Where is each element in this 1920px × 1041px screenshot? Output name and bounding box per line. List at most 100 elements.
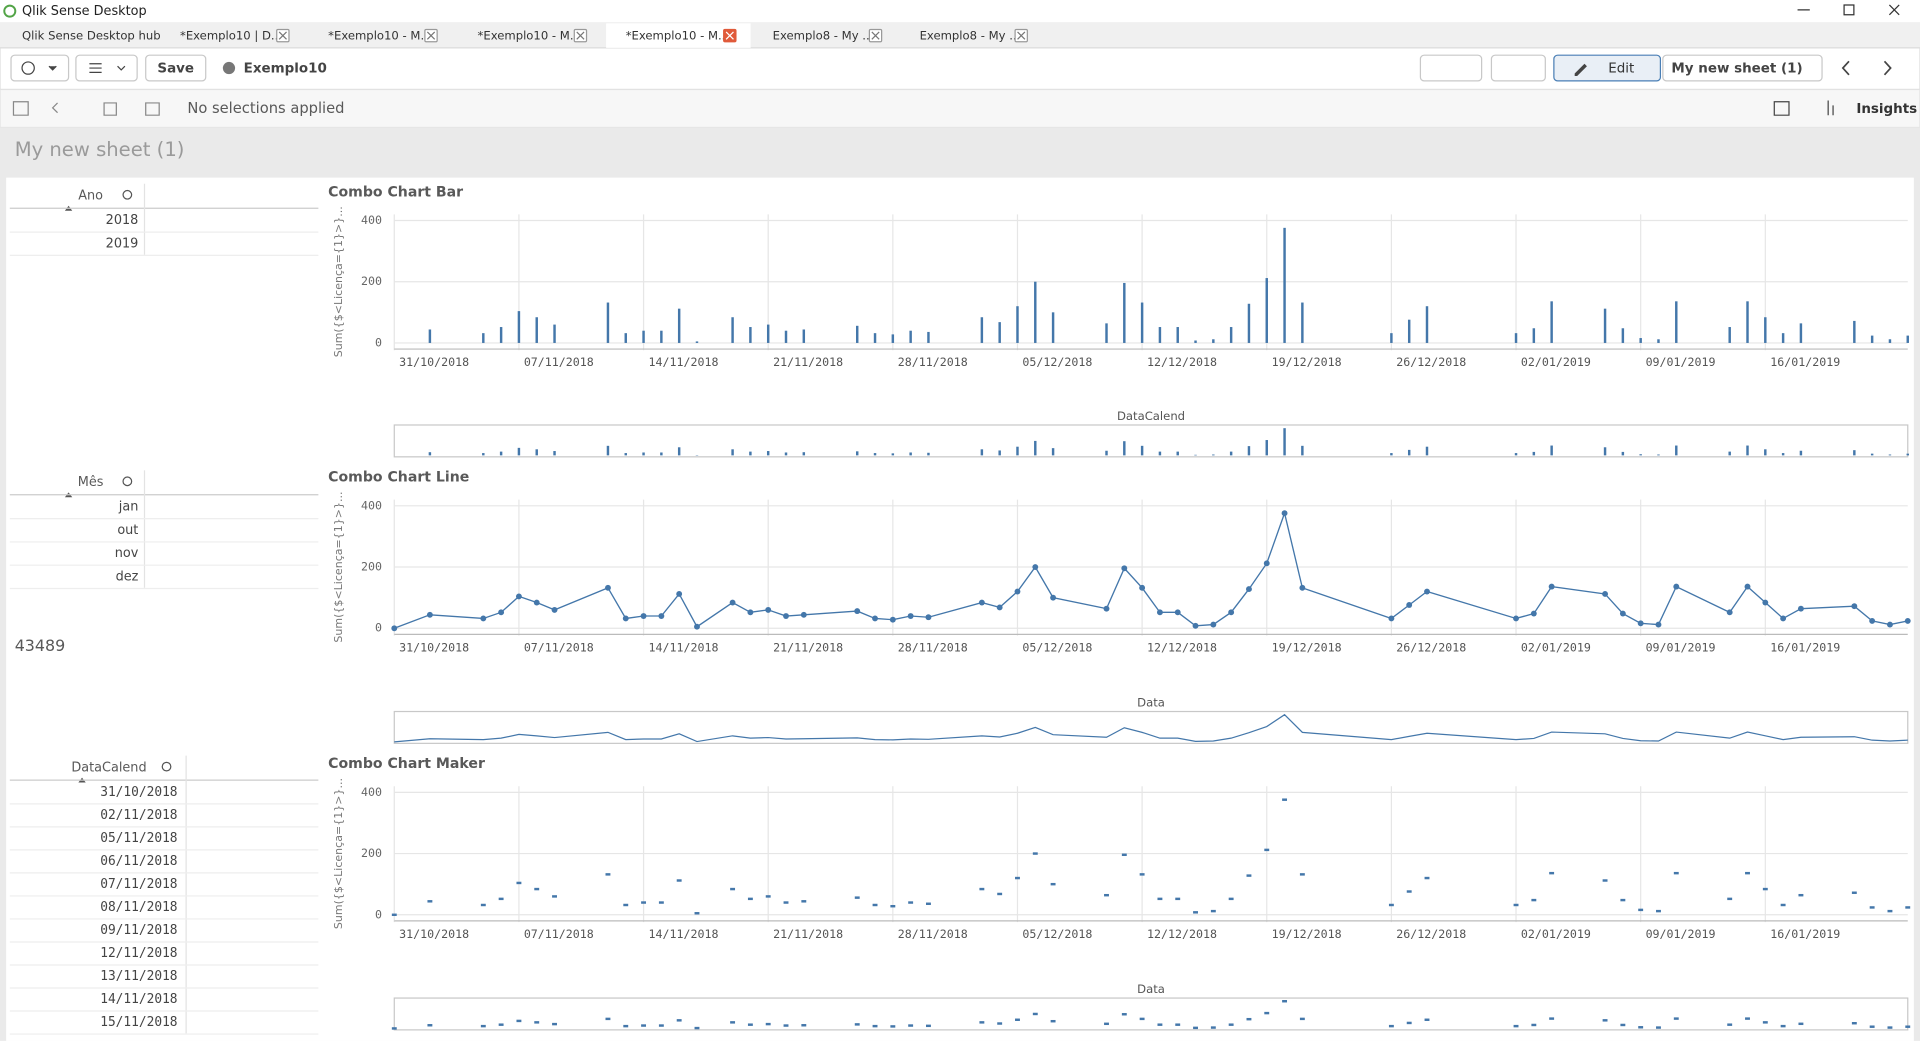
point: [622, 615, 629, 622]
y-tick-label: 0: [375, 335, 382, 349]
filter-item[interactable]: 09/11/2018: [100, 923, 177, 938]
navigator-bar: [1532, 451, 1536, 456]
navigator-marker: [623, 1024, 629, 1028]
marker: [1851, 891, 1857, 894]
navigator-bar: [1621, 451, 1625, 456]
navigator-marker: [1104, 1022, 1109, 1026]
point: [907, 613, 914, 619]
navigator-marker: [516, 1019, 522, 1023]
filter-item[interactable]: 07/11/2018: [100, 877, 177, 892]
marker: [1798, 893, 1804, 897]
x-tick-label: 28/11/2018: [898, 640, 968, 654]
filter-title[interactable]: Ano: [78, 189, 103, 204]
marker: [480, 903, 486, 907]
bar: [1247, 303, 1251, 343]
marker: [1121, 853, 1127, 857]
edit-button[interactable]: [1553, 54, 1662, 82]
x-tick-label: 16/01/2019: [1770, 640, 1840, 654]
navigator-bar: [1781, 453, 1785, 456]
point: [658, 613, 665, 619]
navigator-marker: [1656, 1026, 1661, 1029]
save-label: Save: [157, 62, 194, 77]
point: [1050, 594, 1057, 601]
marker: [623, 903, 629, 907]
navigator-marker: [926, 1024, 931, 1028]
bar: [499, 327, 503, 343]
tab-label[interactable]: *Exemplo10 - M...: [328, 29, 431, 43]
navigator-marker: [1745, 1017, 1750, 1020]
navigator-line: [394, 713, 1908, 743]
point: [1655, 621, 1662, 628]
point: [1424, 588, 1430, 595]
marker: [1193, 911, 1198, 914]
save-button[interactable]: [145, 54, 207, 82]
bar: [1870, 335, 1874, 343]
sheet-selector[interactable]: [1662, 54, 1823, 82]
filter-item[interactable]: 12/11/2018: [100, 946, 177, 961]
point: [1548, 583, 1555, 590]
x-tick-label: 31/10/2018: [399, 355, 469, 369]
filter-item[interactable]: nov: [115, 546, 139, 561]
filter-item[interactable]: 2018: [106, 213, 139, 228]
present-button[interactable]: [1419, 54, 1483, 82]
y-tick-label: 400: [361, 498, 382, 512]
navigator-marker: [1869, 1025, 1875, 1028]
tab-label[interactable]: *Exemplo10 - M...: [478, 29, 581, 43]
navigator-marker: [534, 1021, 540, 1024]
filter-item[interactable]: 14/11/2018: [100, 992, 177, 1007]
sheet-arrows[interactable]: [1841, 60, 1892, 76]
navigator-bar: [1265, 440, 1268, 456]
point: [1406, 602, 1413, 608]
nav-button[interactable]: [10, 54, 70, 82]
window-controls[interactable]: [1797, 4, 1900, 16]
filter-title[interactable]: DataCalend: [71, 760, 146, 775]
navigator-bar: [1301, 445, 1304, 456]
selection-tools[interactable]: [12, 101, 160, 116]
filter-title[interactable]: Mês: [78, 475, 104, 490]
point: [800, 611, 807, 618]
tab-label[interactable]: *Exemplo10 - M...: [626, 29, 729, 43]
bookmark-button[interactable]: [1490, 54, 1546, 82]
navigator[interactable]: [393, 710, 1909, 744]
filter-item[interactable]: 05/11/2018: [100, 831, 177, 846]
tab-label[interactable]: Exemplo8 - My ...: [773, 29, 874, 43]
navigator[interactable]: [393, 997, 1909, 1031]
x-tick-label: 09/01/2019: [1646, 927, 1716, 941]
marker: [1157, 897, 1163, 901]
filter-item[interactable]: 31/10/2018: [100, 785, 177, 800]
point: [1263, 560, 1270, 567]
navigator-bar: [1888, 454, 1892, 456]
marker: [765, 895, 771, 898]
sheet-selector-label: My new sheet (1): [1671, 62, 1802, 77]
insight-icons[interactable]: [1773, 100, 1834, 116]
bar: [1621, 328, 1625, 343]
tab-label[interactable]: Exemplo8 - My ...: [920, 29, 1021, 43]
x-tick-label: 12/12/2018: [1147, 927, 1217, 941]
tab-label[interactable]: Qlik Sense Desktop hub: [22, 29, 161, 43]
filter-item[interactable]: out: [117, 523, 138, 538]
filter-item[interactable]: 13/11/2018: [100, 969, 177, 984]
sheets-button[interactable]: [75, 54, 138, 82]
filter-item[interactable]: jan: [118, 500, 139, 515]
y-tick-label: 200: [361, 846, 382, 860]
bar: [1407, 319, 1411, 343]
filter-item[interactable]: 2019: [106, 236, 139, 251]
navigator-marker: [1210, 1026, 1216, 1029]
x-tick-label: 14/11/2018: [648, 640, 718, 654]
point: [1744, 583, 1751, 590]
filter-item[interactable]: 08/11/2018: [100, 900, 177, 915]
filter-item[interactable]: 15/11/2018: [100, 1015, 177, 1030]
navigator[interactable]: [393, 424, 1909, 458]
marker: [1549, 871, 1555, 875]
app-badge: [222, 61, 236, 75]
navigator-marker: [908, 1024, 914, 1027]
filter-item[interactable]: 06/11/2018: [100, 854, 177, 869]
navigator-marker: [765, 1022, 771, 1026]
navigator-label: Data: [1137, 982, 1165, 996]
filter-item[interactable]: dez: [116, 569, 139, 584]
bar: [660, 330, 663, 343]
tab-label[interactable]: *Exemplo10 | D...: [180, 29, 282, 44]
insights-label: Insights: [1856, 102, 1917, 117]
navigator-bar: [482, 453, 485, 456]
filter-item[interactable]: 02/11/2018: [100, 808, 177, 823]
